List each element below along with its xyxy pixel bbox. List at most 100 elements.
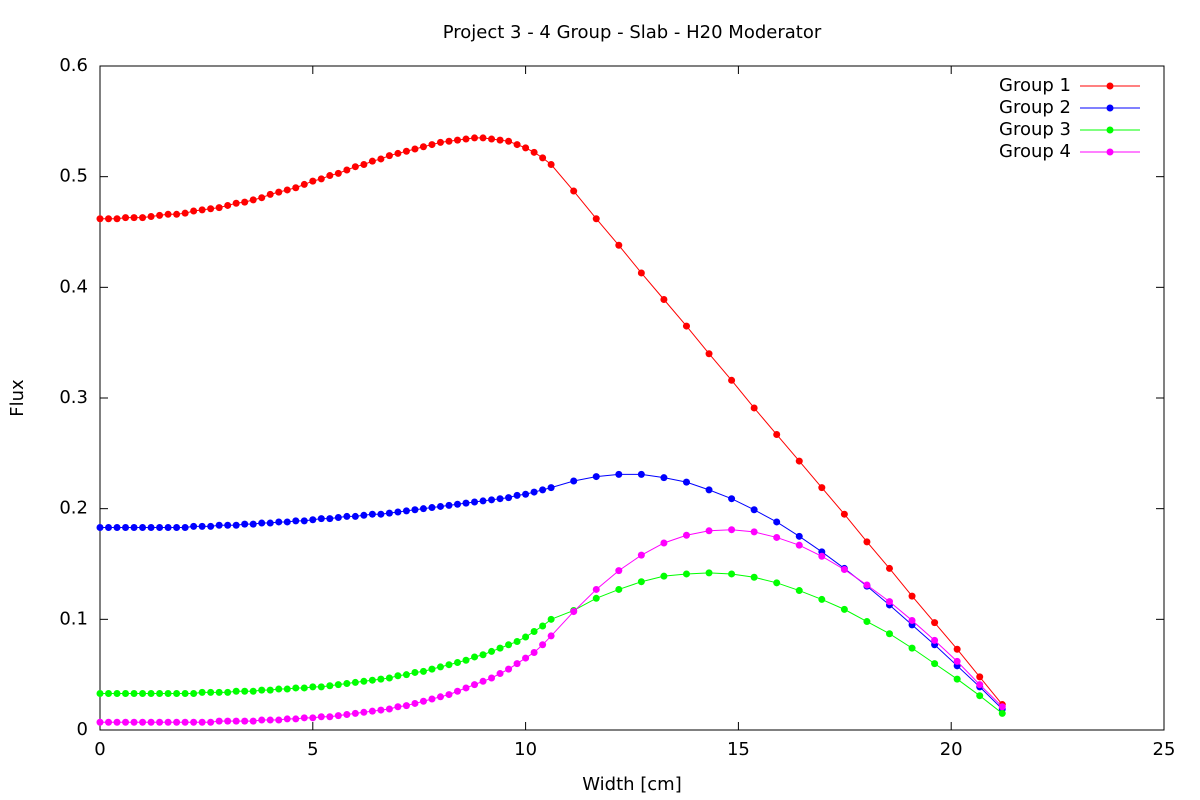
data-point — [863, 538, 871, 546]
data-point — [547, 484, 555, 492]
data-point — [795, 587, 803, 595]
data-point — [351, 163, 359, 171]
data-point — [105, 215, 113, 223]
data-point — [773, 518, 781, 526]
data-point — [513, 660, 521, 668]
data-point — [122, 689, 130, 697]
data-point — [164, 523, 172, 531]
data-point — [488, 674, 496, 682]
y-tick-label: 0 — [77, 719, 88, 740]
data-point — [539, 622, 547, 630]
data-point — [496, 495, 504, 503]
data-point — [224, 717, 232, 725]
data-point — [241, 687, 249, 695]
data-point — [479, 497, 487, 505]
data-point — [402, 671, 410, 679]
data-point — [637, 470, 645, 478]
data-point — [360, 677, 368, 685]
data-point — [300, 180, 308, 188]
data-point — [292, 517, 300, 525]
data-point — [522, 144, 530, 152]
data-point — [96, 523, 104, 531]
data-point — [377, 675, 385, 683]
data-point — [122, 523, 130, 531]
x-tick-label: 25 — [1153, 739, 1176, 760]
data-point — [164, 689, 172, 697]
data-point — [728, 376, 736, 384]
data-point — [190, 718, 198, 726]
data-point — [360, 511, 368, 519]
data-point — [241, 717, 249, 725]
data-point — [139, 523, 147, 531]
data-point — [505, 641, 513, 649]
data-point — [637, 269, 645, 277]
data-point — [705, 569, 713, 577]
data-point — [96, 718, 104, 726]
data-point — [360, 708, 368, 716]
data-point — [402, 507, 410, 515]
data-point — [258, 686, 266, 694]
data-point — [156, 211, 164, 219]
legend-marker — [1106, 104, 1114, 112]
data-point — [283, 518, 291, 526]
x-tick-label: 20 — [940, 739, 963, 760]
data-point — [156, 718, 164, 726]
data-point — [181, 689, 189, 697]
data-point — [360, 160, 368, 168]
data-point — [309, 516, 317, 524]
x-tick-label: 5 — [307, 739, 318, 760]
data-point — [818, 552, 826, 560]
data-point — [343, 680, 351, 688]
data-point — [394, 703, 402, 711]
data-point — [592, 215, 600, 223]
data-point — [130, 689, 138, 697]
data-point — [505, 665, 513, 673]
data-point — [931, 660, 939, 668]
data-point — [105, 718, 113, 726]
data-point — [139, 689, 147, 697]
data-point — [164, 210, 172, 218]
data-point — [198, 718, 206, 726]
data-point — [130, 718, 138, 726]
data-point — [377, 155, 385, 163]
data-point — [309, 714, 317, 722]
data-point — [283, 685, 291, 693]
legend-label: Group 3 — [999, 119, 1071, 140]
data-point — [334, 712, 342, 720]
data-point — [275, 716, 283, 724]
data-point — [539, 641, 547, 649]
data-point — [530, 628, 538, 636]
data-point — [198, 688, 206, 696]
data-point — [570, 477, 578, 485]
data-point — [615, 241, 623, 249]
data-point — [326, 713, 334, 721]
data-point — [419, 667, 427, 675]
data-point — [530, 649, 538, 657]
data-point — [156, 523, 164, 531]
data-point — [139, 718, 147, 726]
data-point — [190, 689, 198, 697]
data-point — [181, 209, 189, 217]
data-point — [539, 486, 547, 494]
data-point — [368, 157, 376, 165]
data-point — [908, 592, 916, 600]
data-point — [773, 579, 781, 587]
data-point — [953, 645, 961, 653]
data-point — [795, 532, 803, 540]
data-point — [147, 689, 155, 697]
data-point — [147, 523, 155, 531]
legend-marker — [1106, 148, 1114, 156]
y-tick-label: 0.2 — [59, 498, 88, 519]
data-point — [241, 520, 249, 528]
data-point — [513, 637, 521, 645]
data-point — [275, 188, 283, 196]
data-point — [682, 570, 690, 578]
data-point — [266, 190, 274, 198]
data-point — [471, 498, 479, 506]
data-point — [615, 585, 623, 593]
data-point — [505, 494, 513, 502]
x-tick-label: 10 — [514, 739, 537, 760]
data-point — [334, 514, 342, 522]
legend-label: Group 1 — [999, 75, 1071, 96]
